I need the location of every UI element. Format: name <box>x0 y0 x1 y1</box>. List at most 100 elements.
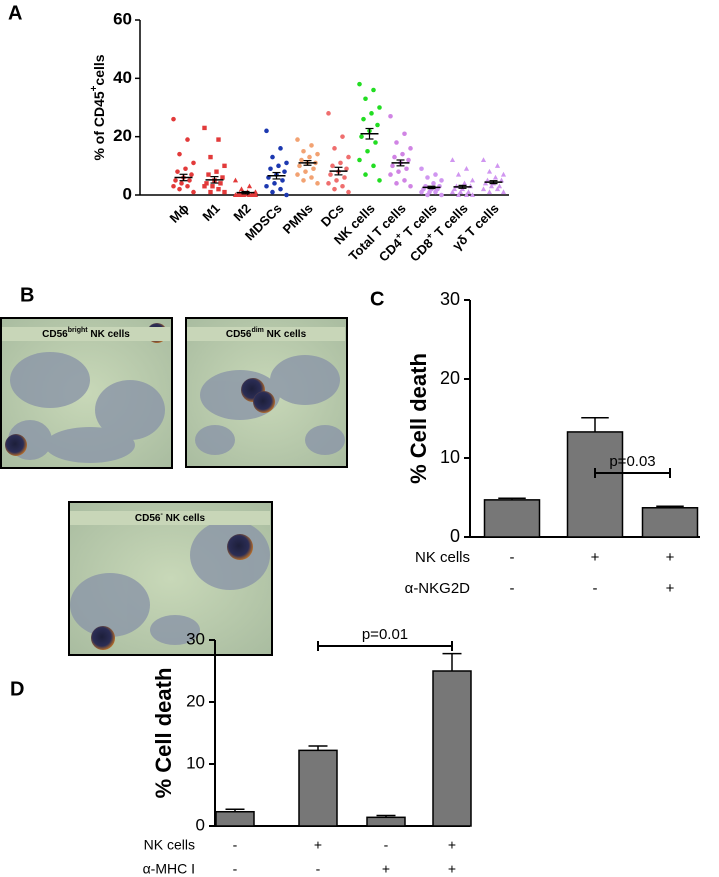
point <box>375 122 380 128</box>
point <box>301 178 306 183</box>
label-part: CD56 <box>135 513 161 524</box>
point <box>455 192 462 197</box>
bar <box>215 810 255 827</box>
point <box>232 192 239 197</box>
point <box>246 192 253 197</box>
micrograph <box>68 501 273 656</box>
point <box>278 146 283 151</box>
point <box>222 189 227 195</box>
point <box>419 166 424 172</box>
condition-sign: + <box>448 861 456 877</box>
point <box>431 181 436 186</box>
point <box>238 186 245 192</box>
point <box>433 172 438 177</box>
y-tick-label: 10 <box>440 447 460 467</box>
point <box>284 192 289 198</box>
point <box>315 181 320 186</box>
point <box>400 151 405 157</box>
point <box>202 125 207 131</box>
point <box>268 166 273 172</box>
point <box>377 105 382 110</box>
label-part: NK cells <box>163 513 206 524</box>
point <box>402 178 407 183</box>
point <box>377 178 382 183</box>
bar <box>483 499 541 538</box>
point <box>455 171 462 177</box>
point <box>295 172 300 177</box>
point <box>232 177 239 183</box>
point <box>342 175 347 180</box>
point <box>191 189 196 195</box>
point <box>187 178 192 183</box>
label: CD56bright NK cells <box>42 327 130 339</box>
point <box>394 140 399 145</box>
condition-sign: + <box>666 580 675 597</box>
point <box>173 178 178 183</box>
point <box>449 189 456 195</box>
point <box>299 157 304 163</box>
label-part: - <box>160 511 163 518</box>
point <box>171 183 176 189</box>
x-tick-label: Mϕ <box>167 201 192 226</box>
point <box>332 186 337 192</box>
point <box>439 178 444 183</box>
x-tick-label: PMNs <box>280 201 316 237</box>
point <box>280 178 285 183</box>
point <box>463 165 470 171</box>
point <box>295 137 300 142</box>
point <box>463 192 470 197</box>
point <box>451 186 458 192</box>
y-tick-label: 30 <box>186 629 205 648</box>
point <box>419 189 424 195</box>
point <box>388 172 393 177</box>
label-part: NK cells <box>264 329 307 340</box>
panel-letter: A <box>8 2 22 24</box>
point <box>303 169 308 174</box>
label-part: + <box>393 231 404 242</box>
point <box>284 160 289 166</box>
label-part: + <box>89 85 100 91</box>
point <box>252 192 259 197</box>
p-value: p=0.03 <box>609 453 655 470</box>
condition-label: NK cells <box>415 549 470 566</box>
point <box>204 181 209 186</box>
label-part: M2 <box>231 201 254 224</box>
point <box>408 146 413 151</box>
point <box>216 137 221 142</box>
y-tick-label: 0 <box>450 526 460 546</box>
point <box>264 128 269 134</box>
y-tick-label: 30 <box>440 289 460 309</box>
point <box>404 166 409 172</box>
condition-label: α-NKG2D <box>405 580 471 597</box>
point <box>408 183 413 189</box>
label-part: bright <box>68 327 88 334</box>
point <box>346 154 351 160</box>
y-tick-label: 20 <box>186 691 205 710</box>
point <box>307 154 312 160</box>
bar <box>298 749 338 827</box>
point <box>486 189 493 195</box>
point <box>357 81 362 87</box>
label-part: NK cells <box>88 329 131 340</box>
panel-b: B <box>0 284 348 656</box>
point <box>189 172 194 177</box>
y-tick-label: 40 <box>113 68 132 87</box>
point <box>357 157 362 163</box>
point <box>363 172 368 177</box>
point <box>330 163 335 169</box>
label-part: CD56 <box>42 329 68 340</box>
y-tick-label: 0 <box>123 184 132 203</box>
point <box>301 148 306 154</box>
point <box>340 183 345 189</box>
condition-sign: - <box>384 837 389 853</box>
point <box>425 175 430 180</box>
point <box>338 160 343 166</box>
x-tick-label: M2 <box>231 201 254 224</box>
point <box>469 177 476 183</box>
point <box>334 178 339 183</box>
condition-sign: - <box>233 837 238 853</box>
point <box>361 116 366 122</box>
condition-sign: + <box>314 837 322 853</box>
